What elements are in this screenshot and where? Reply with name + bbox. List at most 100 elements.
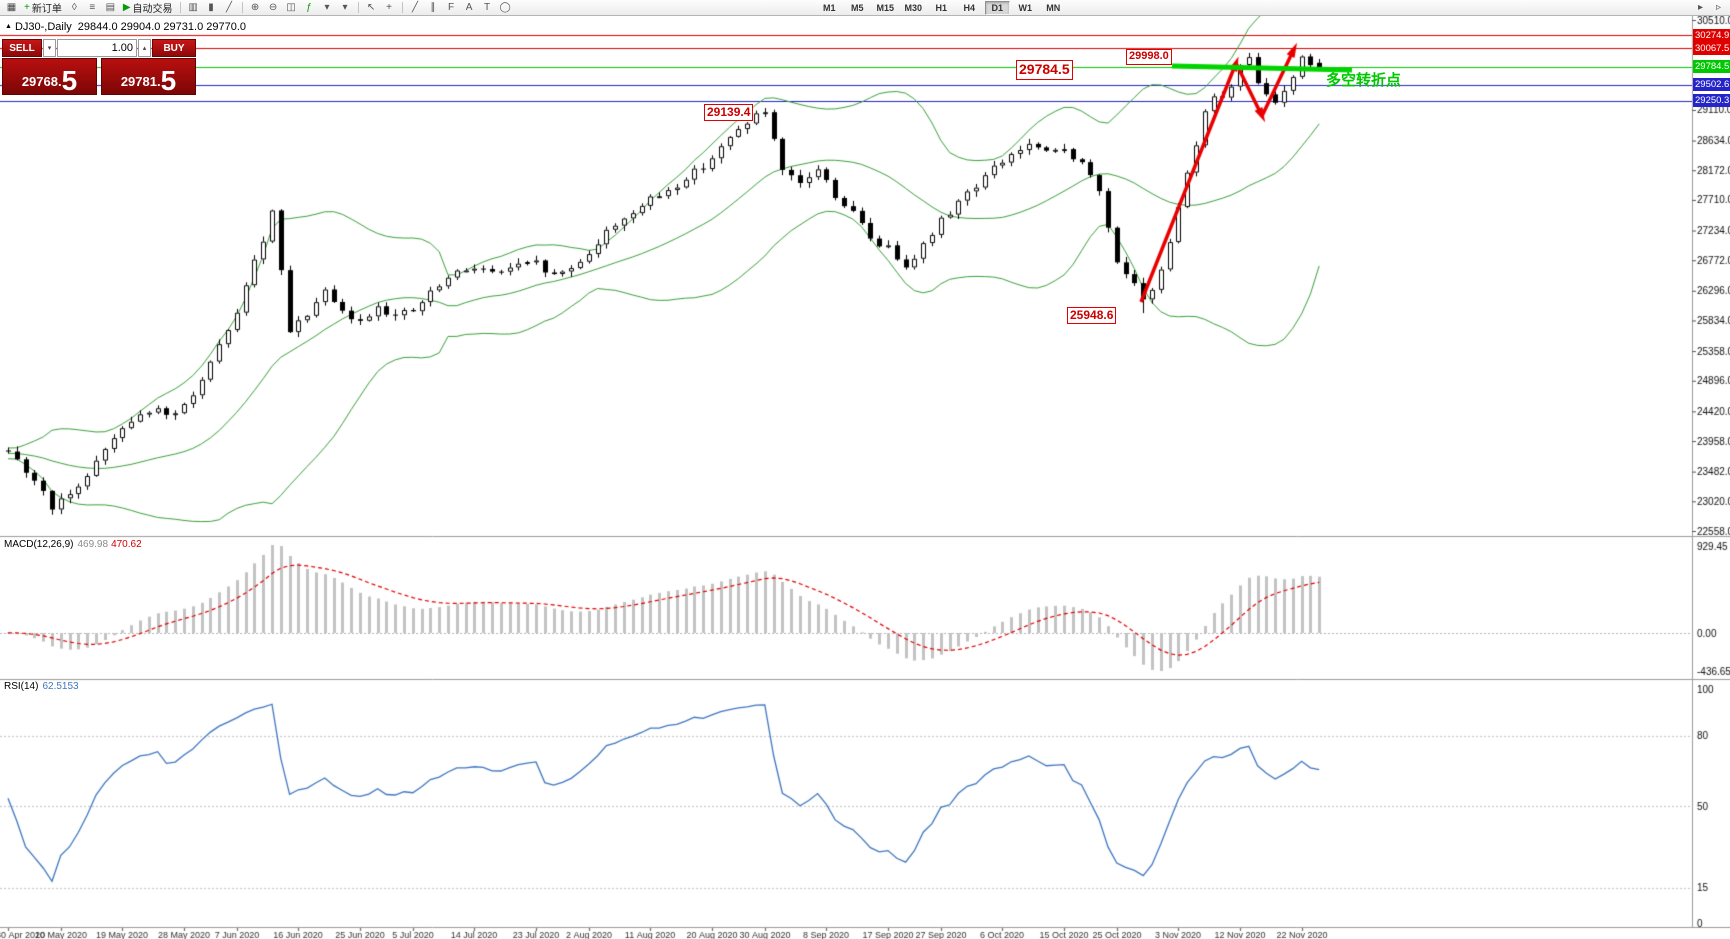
rsi-name: RSI(14) [4, 681, 39, 692]
timeframe-mn-button[interactable]: MN [1046, 2, 1061, 13]
templates-dropdown-icon-button[interactable]: ▾ [319, 1, 336, 15]
line-chart-icon-button[interactable]: ╱ [221, 1, 238, 15]
one-click-trading-panel: SELL ▾ ▴ BUY 29768.5 29781.5 [2, 39, 196, 95]
volume-input[interactable] [57, 39, 137, 57]
candlestick-chart-icon-button[interactable]: ▮ [203, 1, 220, 15]
price-annotation-label[interactable]: 29139.4 [704, 104, 754, 121]
ask-price-display[interactable]: 29781. 5 [101, 58, 196, 95]
templates-dropdown-icon: ▾ [324, 1, 330, 13]
crosshair-icon: + [386, 1, 392, 13]
timeframe-m5-button[interactable]: M5 [850, 2, 864, 13]
bid-big-digit: 5 [61, 65, 78, 97]
indicators-icon-button[interactable]: ƒ [301, 1, 318, 15]
macd-signal-value: 470.62 [111, 539, 142, 550]
buy-button[interactable]: BUY [152, 39, 196, 57]
data-window-icon: ▤ [105, 1, 116, 13]
zoom-in-icon: ⊕ [250, 1, 260, 13]
zoom-out-icon: ⊖ [268, 1, 278, 13]
timeframe-m30-button[interactable]: M30 [904, 2, 922, 13]
profiles-dropdown-icon: ▾ [342, 1, 348, 13]
toolbar-separator [401, 2, 403, 13]
toolbar: ▦ + 新订单 ◊ ≡ ▤ ▶ 自动交易 ▥ ▮ ╱ ⊕ ⊖ ◫ ƒ ▾ ▾ ↖ + ╱ ∥ F A T ◯ M1 M5 M15 M30… [0, 0, 1730, 16]
toolbar-separator [241, 2, 243, 13]
bid-price-display[interactable]: 29768. 5 [2, 58, 97, 95]
auto-scroll-icon-button[interactable]: ▸ [1692, 1, 1709, 15]
chart-shift-icon: ▹ [1715, 1, 1722, 13]
text-label-icon: T [483, 1, 491, 13]
ask-big-digit: 5 [160, 65, 177, 97]
bid-main-digits: 29768. [21, 74, 62, 89]
trendline-icon: ╱ [412, 1, 419, 13]
shapes-icon-button[interactable]: ◯ [497, 1, 514, 15]
text-label-icon-button[interactable]: T [479, 1, 496, 15]
fibonacci-icon-button[interactable]: F [443, 1, 460, 15]
price-axis-tag: 29250.3 [1693, 94, 1730, 108]
price-annotation-label[interactable]: 29998.0 [1126, 49, 1172, 65]
symbol-period-label: DJ30-,Daily [14, 21, 72, 33]
toolbar-separator [357, 2, 359, 13]
text-icon: A [465, 1, 473, 13]
tile-windows-icon: ◫ [286, 1, 296, 13]
chart-canvas[interactable] [0, 16, 1730, 939]
price-axis-tag: 30274.9 [1693, 28, 1730, 42]
macd-main-value: 469.98 [77, 539, 109, 550]
trendline-icon-button[interactable]: ╱ [407, 1, 424, 15]
data-window-icon-button[interactable]: ▤ [102, 1, 119, 15]
timeframe-d1-button[interactable]: D1 [984, 0, 1010, 15]
indicators-icon: ƒ [306, 1, 312, 13]
profiles-dropdown-icon-button[interactable]: ▾ [337, 1, 354, 15]
timeframe-m1-button[interactable]: M1 [822, 2, 836, 13]
auto-scroll-icon: ▸ [1697, 1, 1704, 13]
market-watch-icon: ≡ [89, 1, 96, 13]
candlestick-chart-icon: ▮ [208, 1, 214, 13]
timeframe-w1-button[interactable]: W1 [1018, 2, 1033, 13]
price-axis-tag: 30067.5 [1693, 41, 1730, 55]
channel-icon: ∥ [430, 1, 436, 13]
macd-name: MACD(12,26,9) [4, 539, 74, 550]
sell-button[interactable]: SELL [2, 39, 42, 57]
new-order-label: 新订单 [31, 4, 62, 15]
price-annotation-label[interactable]: 29784.5 [1016, 60, 1073, 80]
autotrading-button[interactable]: ▶ 自动交易 [120, 1, 176, 15]
price-axis-tag: 29784.5 [1693, 60, 1730, 74]
chart-shift-icon-button[interactable]: ▹ [1710, 1, 1727, 15]
bar-chart-icon-button[interactable]: ▥ [185, 1, 202, 15]
price-annotation-label[interactable]: 25948.6 [1067, 307, 1117, 324]
macd-indicator-label: MACD(12,26,9) 469.98 470.62 [4, 539, 142, 550]
zoom-in-icon-button[interactable]: ⊕ [247, 1, 264, 15]
cursor-icon: ↖ [366, 1, 376, 13]
trade-controls-row: SELL ▾ ▴ BUY [2, 39, 196, 57]
volume-up-button[interactable]: ▴ [138, 39, 151, 57]
toolbar-separator [179, 2, 181, 13]
turning-point-label[interactable]: 多空转折点 [1326, 72, 1402, 89]
chart-ohlc-title: ▲ DJ30-,Daily 29844.0 29904.0 29731.0 2977… [5, 21, 246, 33]
tile-windows-icon-button[interactable]: ◫ [283, 1, 300, 15]
timeframe-h1-button[interactable]: H1 [935, 2, 947, 13]
new-chart-icon-button[interactable]: ▦ [3, 1, 20, 15]
timeframe-m15-button[interactable]: M15 [876, 2, 894, 13]
symbol-menu-icon[interactable]: ▲ [5, 23, 12, 30]
line-chart-icon: ╱ [226, 1, 233, 13]
new-order-icon: + [24, 1, 30, 13]
autotrading-icon: ▶ [122, 1, 131, 13]
new-chart-icon: ▦ [6, 1, 17, 13]
crosshair-icon-button[interactable]: + [381, 1, 398, 15]
ask-main-digits: 29781. [120, 74, 161, 89]
navigator-icon-button[interactable]: ◊ [66, 1, 83, 15]
market-watch-icon-button[interactable]: ≡ [84, 1, 101, 15]
shapes-icon: ◯ [499, 1, 511, 13]
cursor-icon-button[interactable]: ↖ [363, 1, 380, 15]
channel-icon-button[interactable]: ∥ [425, 1, 442, 15]
toolbar-right-group: ▸ ▹ [1692, 1, 1727, 15]
text-icon-button[interactable]: A [461, 1, 478, 15]
fibonacci-icon: F [447, 1, 455, 13]
new-order-button[interactable]: + 新订单 [21, 1, 65, 15]
timeframe-h4-button[interactable]: H4 [963, 2, 975, 13]
volume-down-button[interactable]: ▾ [43, 39, 56, 57]
navigator-icon: ◊ [71, 1, 77, 13]
ohlc-values: 29844.0 29904.0 29731.0 29770.0 [77, 21, 247, 33]
rsi-value: 62.5153 [42, 681, 79, 692]
bar-chart-icon: ▥ [188, 1, 198, 13]
zoom-out-icon-button[interactable]: ⊖ [265, 1, 282, 15]
bid-ask-row: 29768. 5 29781. 5 [2, 58, 196, 95]
